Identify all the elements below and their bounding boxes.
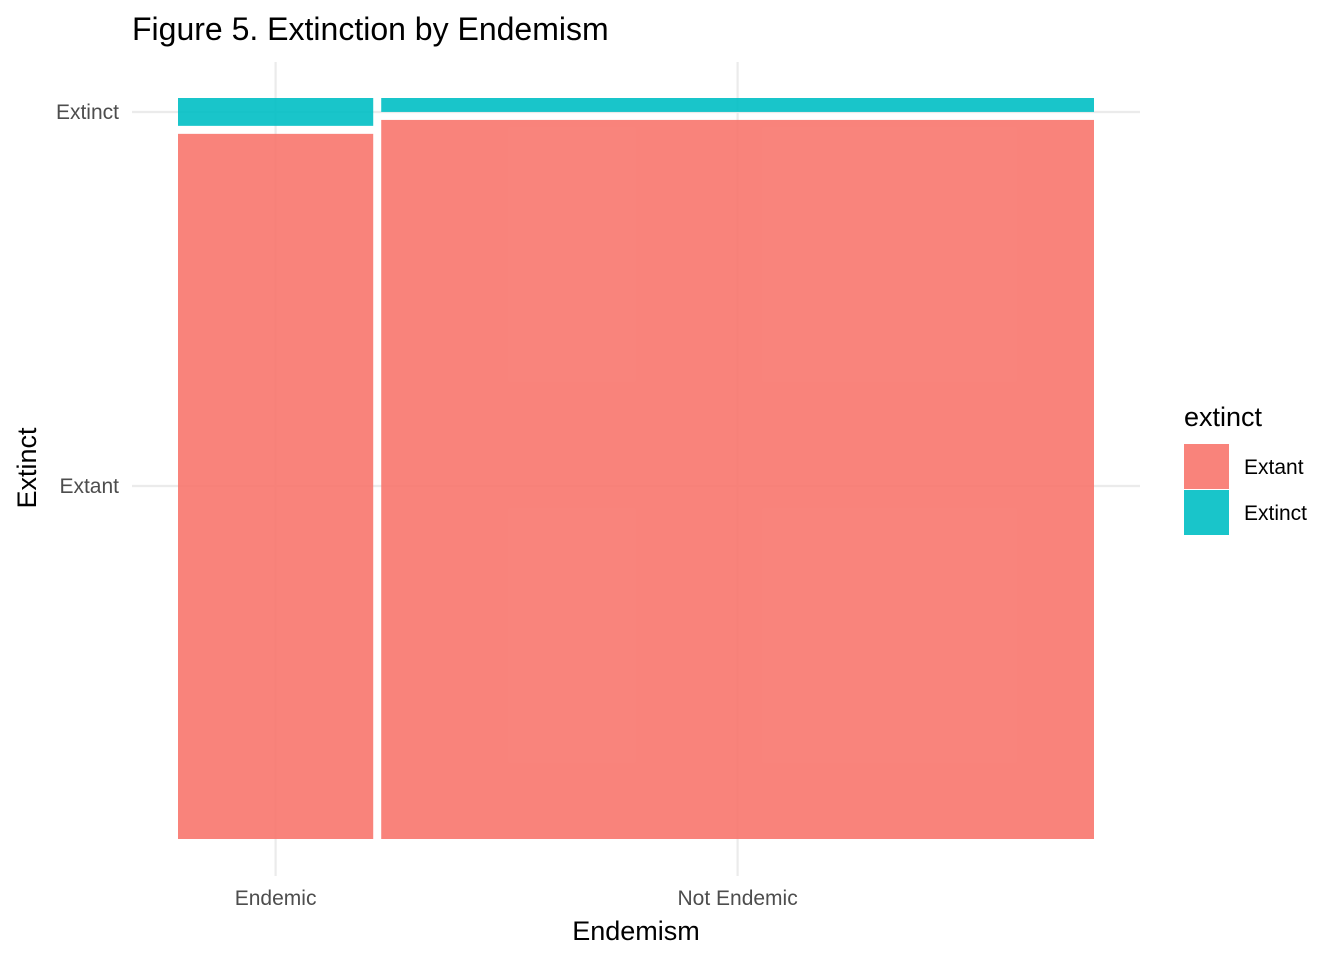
mosaic-tiles <box>178 98 1095 839</box>
y-axis-title: Extinct <box>12 427 42 509</box>
tick-labels: Endemic Not Endemic Extant Extinct <box>56 101 798 910</box>
x-tick-label: Not Endemic <box>678 887 798 910</box>
chart-title: Figure 5. Extinction by Endemism <box>132 11 609 47</box>
legend-label-extinct: Extinct <box>1244 502 1307 525</box>
legend-title: extinct <box>1184 402 1263 432</box>
x-tick-label: Endemic <box>235 887 317 910</box>
legend-key-extinct <box>1184 490 1229 535</box>
y-tick-label: Extinct <box>56 101 119 124</box>
tile-endemic-extant <box>178 133 374 839</box>
tile-not-endemic-extant <box>381 119 1095 839</box>
legend-label-extant: Extant <box>1244 456 1304 479</box>
legend-key-extant <box>1184 444 1229 489</box>
legend: extinct Extant Extinct <box>1184 402 1307 535</box>
y-tick-label: Extant <box>59 475 119 498</box>
x-axis-title: Endemism <box>572 916 700 946</box>
tile-endemic-extinct <box>178 98 374 126</box>
tile-not-endemic-extinct <box>381 98 1095 112</box>
